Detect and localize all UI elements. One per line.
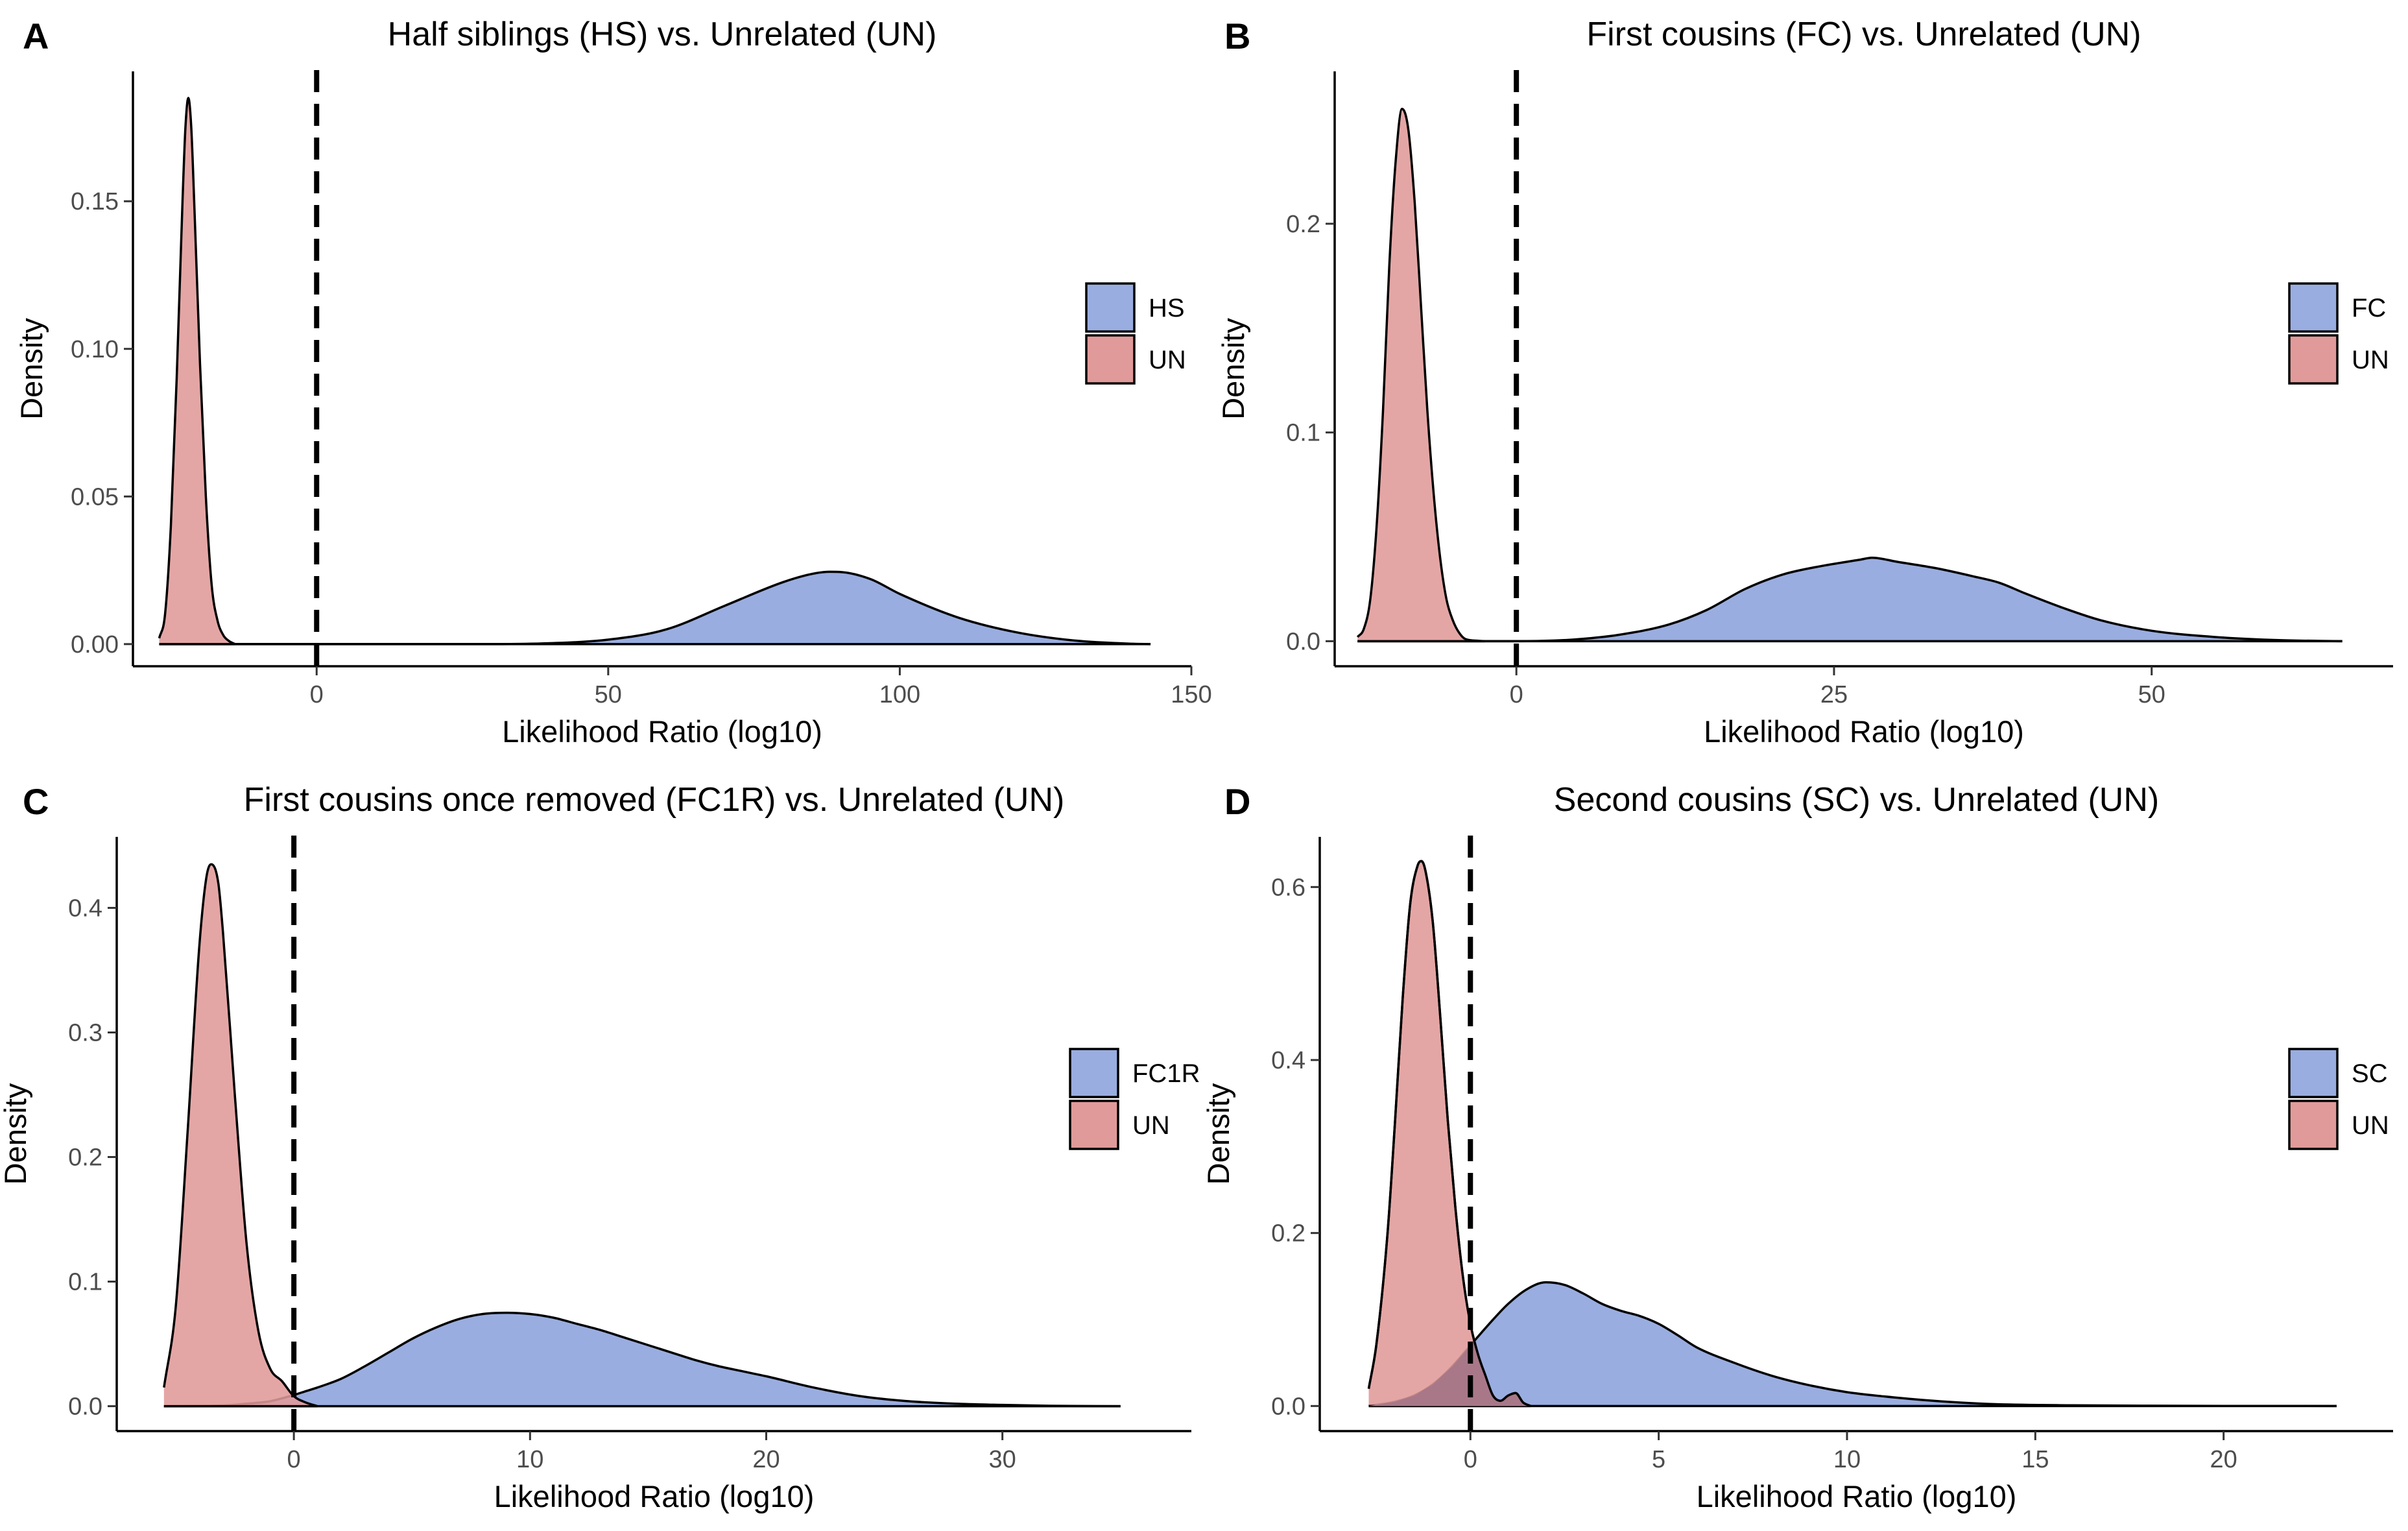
y-tick-label: 0.4: [1271, 1047, 1305, 1074]
density-area-un: [1368, 861, 1531, 1406]
y-tick-label: 0.1: [1286, 420, 1320, 447]
y-tick-label: 0.15: [71, 188, 119, 215]
y-tick-label: 0.0: [68, 1393, 102, 1421]
x-tick-label: 0: [1510, 681, 1523, 708]
x-tick-label: 150: [1171, 681, 1211, 708]
x-axis-title: Likelihood Ratio (log10): [1697, 1479, 2017, 1513]
y-axis-title: Density: [0, 1083, 32, 1185]
legend-label: UN: [1132, 1111, 1170, 1140]
x-tick-label: 50: [595, 681, 622, 708]
x-tick-label: 30: [989, 1446, 1016, 1473]
panel-title: Second cousins (SC) vs. Unrelated (UN): [1554, 781, 2159, 819]
x-tick-label: 0: [287, 1446, 301, 1473]
y-tick-label: 0.0: [1286, 628, 1320, 655]
y-tick-label: 0.3: [68, 1019, 102, 1046]
legend-key-un: [1085, 334, 1136, 385]
legend-key-un: [1069, 1100, 1119, 1150]
x-tick-label: 15: [2021, 1446, 2049, 1473]
density-line-fc: [1357, 556, 2342, 643]
x-tick-label: 5: [1652, 1446, 1665, 1473]
density-line-un: [163, 863, 318, 1408]
x-tick-label: 25: [1820, 681, 1848, 708]
x-tick-label: 20: [752, 1446, 780, 1473]
legend-key-sc: [2288, 1048, 2339, 1098]
legend-label: FC: [2352, 294, 2386, 322]
x-axis-title: Likelihood Ratio (log10): [494, 1479, 815, 1513]
x-tick-label: 10: [516, 1446, 543, 1473]
y-tick-label: 0.2: [1286, 211, 1320, 238]
density-line-fc1r: [163, 1311, 1121, 1408]
y-tick-label: 0.1: [68, 1269, 102, 1296]
x-axis-title: Likelihood Ratio (log10): [1704, 714, 2024, 749]
legend-label: SC: [2352, 1059, 2388, 1088]
panel-letter: B: [1224, 16, 1250, 56]
legend-key-un: [2288, 1100, 2339, 1150]
legend-label: UN: [1149, 346, 1186, 374]
legend-label: UN: [2352, 1111, 2389, 1140]
legend-key-hs: [1085, 282, 1136, 333]
y-tick-label: 0.2: [68, 1144, 102, 1172]
density-area-un: [1357, 108, 1485, 642]
y-tick-label: 0.6: [1271, 874, 1305, 901]
panel-a: 0 50 100 150 0.00 0.05 0.10 0.15 Likelihood Rati…: [14, 16, 1212, 749]
y-tick-label: 0.2: [1271, 1220, 1305, 1248]
legend-label: FC1R: [1132, 1059, 1200, 1088]
panel-title: Half siblings (HS) vs. Unrelated (UN): [388, 16, 937, 53]
density-area-un: [159, 97, 235, 644]
y-tick-label: 0.00: [71, 631, 119, 658]
x-tick-label: 20: [2210, 1446, 2237, 1473]
legend-key-fc1r: [1069, 1048, 1119, 1098]
panel-title: First cousins (FC) vs. Unrelated (UN): [1586, 16, 2141, 53]
x-tick-label: 0: [310, 681, 324, 708]
y-tick-label: 0.0: [1271, 1393, 1305, 1420]
density-line-un-top: [1367, 860, 1531, 1407]
legend-label: HS: [1149, 294, 1185, 322]
x-axis-title: Likelihood Ratio (log10): [502, 714, 822, 749]
panel-letter: C: [23, 781, 49, 822]
legend-key-un: [2288, 334, 2339, 385]
panel-b: 0 25 50 0.0 0.1 0.2 Likelihood Ratio (log10) De…: [1216, 16, 2393, 749]
y-tick-label: 0.10: [71, 336, 119, 363]
density-area-hs: [159, 572, 1151, 644]
x-tick-label: 100: [879, 681, 920, 708]
panel-d: 0 5 10 15 20 0.0 0.2 0.4 0.6 Likelihood Ratio (lo…: [1201, 781, 2393, 1513]
y-axis-title: Density: [1216, 318, 1250, 420]
y-tick-label: 0.4: [68, 895, 102, 922]
y-tick-label: 0.05: [71, 483, 119, 511]
panel-c: 0 10 20 30 0.0 0.1 0.2 0.3 0.4 Likelihood Ratio (…: [0, 781, 1200, 1513]
density-area-fc: [1357, 557, 2342, 642]
legend-key-fc: [2288, 282, 2339, 333]
panel-letter: D: [1224, 781, 1250, 822]
legend-label: UN: [2352, 346, 2389, 374]
y-axis-title: Density: [14, 318, 49, 420]
density-area-un: [163, 864, 318, 1406]
density-area-sc: [1368, 1282, 2337, 1406]
y-axis-title: Density: [1201, 1083, 1235, 1185]
panel-letter: A: [23, 16, 49, 56]
density-area-fc1r: [163, 1312, 1121, 1406]
x-tick-label: 10: [1833, 1446, 1861, 1473]
density-line-un: [158, 97, 236, 645]
x-tick-label: 0: [1464, 1446, 1477, 1473]
x-tick-label: 50: [2138, 681, 2165, 708]
density-line-un: [1356, 108, 1485, 643]
panel-title: First cousins once removed (FC1R) vs. Un…: [244, 781, 1065, 819]
